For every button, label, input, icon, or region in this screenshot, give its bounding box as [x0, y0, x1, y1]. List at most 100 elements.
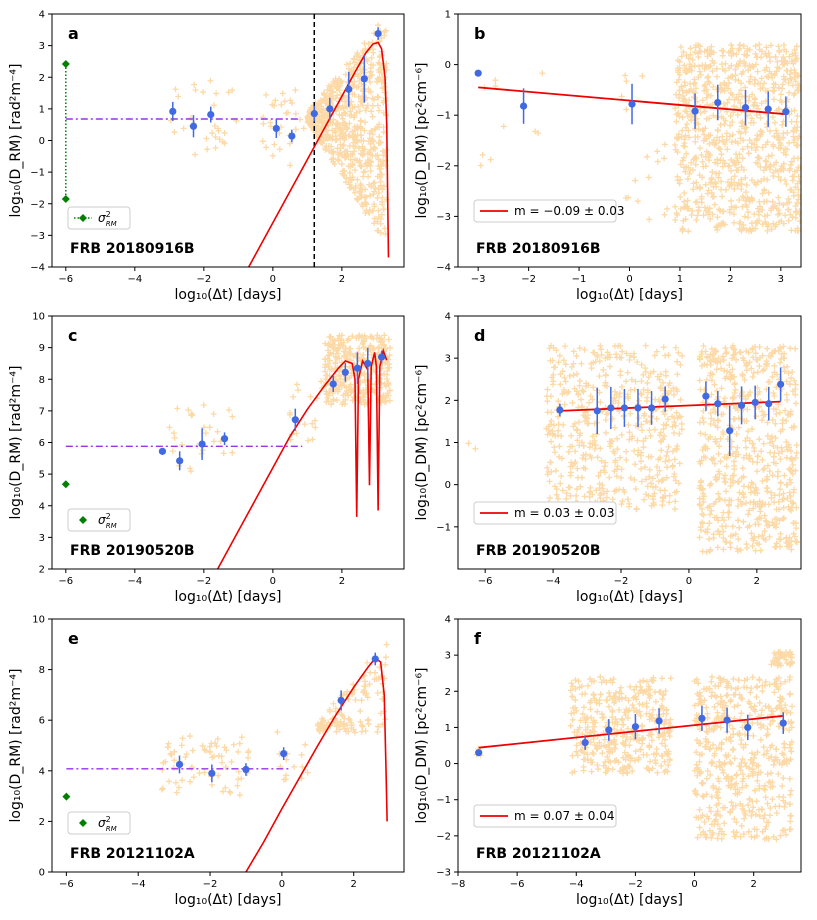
raw-point [785, 195, 792, 202]
raw-point [361, 127, 368, 134]
raw-point [574, 465, 581, 472]
raw-point [706, 746, 713, 753]
raw-point [377, 178, 384, 185]
raw-point [587, 706, 594, 713]
raw-point [790, 499, 797, 506]
raw-point [795, 87, 801, 94]
raw-point [777, 359, 784, 366]
raw-point [715, 355, 722, 362]
raw-point [699, 97, 706, 104]
raw-point [319, 140, 326, 147]
raw-point [713, 438, 720, 445]
raw-point [333, 348, 340, 354]
raw-point [361, 40, 368, 47]
raw-point [783, 181, 790, 188]
raw-point [739, 155, 746, 162]
raw-point [375, 94, 382, 101]
raw-point [357, 162, 364, 169]
raw-point [760, 723, 767, 730]
raw-point [665, 416, 672, 423]
raw-point [788, 812, 795, 819]
raw-point [769, 717, 776, 724]
raw-point [575, 678, 582, 685]
legend-label: σ2 RM [98, 210, 117, 228]
raw-point [706, 157, 713, 164]
raw-point [708, 345, 715, 352]
raw-point [743, 763, 750, 770]
raw-point [778, 355, 785, 362]
raw-point [621, 764, 628, 771]
raw-point [204, 146, 211, 153]
raw-point [693, 718, 700, 725]
raw-point [748, 144, 755, 151]
raw-point [702, 135, 709, 142]
raw-point [717, 812, 724, 819]
raw-point [632, 486, 639, 493]
raw-point [370, 138, 377, 145]
raw-point [626, 742, 633, 749]
raw-point [773, 746, 780, 753]
raw-point [616, 768, 623, 775]
x-tick-label: 0 [270, 576, 276, 587]
raw-point [705, 78, 712, 85]
raw-point [696, 48, 703, 55]
raw-point [569, 463, 576, 470]
raw-point [757, 547, 764, 554]
raw-point [698, 457, 705, 464]
raw-point [559, 390, 566, 397]
raw-point [621, 749, 628, 756]
raw-point [375, 22, 382, 29]
raw-point [737, 218, 744, 225]
raw-point [753, 413, 760, 420]
legend-label: σ2 RM [98, 512, 117, 530]
raw-point [662, 717, 669, 724]
raw-point [762, 218, 769, 225]
raw-point [788, 158, 795, 165]
raw-point [259, 138, 266, 145]
raw-point [772, 803, 779, 810]
raw-point [714, 709, 721, 716]
raw-point [792, 400, 799, 407]
raw-point [638, 478, 645, 485]
raw-point [755, 154, 762, 161]
raw-point [691, 678, 698, 685]
raw-point [333, 80, 340, 87]
raw-point [603, 411, 610, 418]
raw-point [579, 748, 586, 755]
raw-point [382, 661, 389, 668]
raw-point [729, 746, 736, 753]
raw-point [781, 368, 788, 375]
raw-point [718, 739, 725, 746]
raw-point [756, 388, 763, 395]
raw-point [682, 168, 689, 175]
binned-point [556, 406, 564, 414]
raw-point [661, 736, 668, 743]
raw-point [710, 406, 717, 413]
raw-point [766, 128, 773, 135]
raw-point [676, 113, 683, 120]
raw-point [618, 93, 625, 100]
raw-point [773, 683, 780, 690]
raw-point [750, 444, 757, 451]
raw-point [600, 742, 607, 749]
raw-point [676, 413, 683, 420]
binned-point [169, 107, 177, 116]
raw-point [339, 103, 346, 110]
raw-point [681, 79, 688, 86]
raw-point [733, 51, 740, 58]
raw-point [658, 447, 665, 454]
raw-point [615, 400, 622, 407]
raw-point [782, 151, 789, 158]
raw-point [336, 726, 343, 733]
raw-point [654, 148, 661, 155]
raw-point [586, 494, 593, 501]
raw-point [358, 697, 365, 704]
raw-point [785, 411, 792, 418]
raw-point [598, 346, 605, 353]
binned-point [702, 392, 710, 400]
raw-point [782, 831, 789, 838]
raw-point [790, 133, 797, 140]
raw-point [777, 456, 784, 463]
binned-point [744, 723, 752, 732]
raw-point [725, 682, 732, 689]
